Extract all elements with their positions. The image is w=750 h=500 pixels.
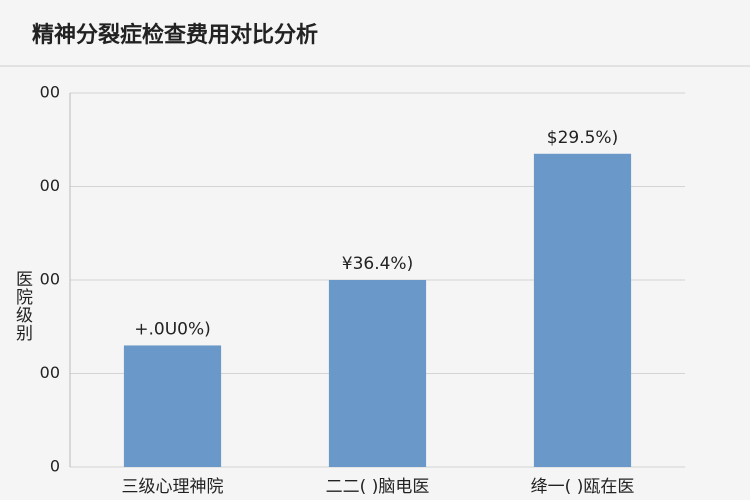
bar: [328, 280, 427, 467]
y-tick-label: 0: [50, 457, 60, 476]
y-tick-label: 00: [40, 270, 60, 289]
bar: [533, 153, 632, 467]
x-tick-label: 二二( )脑电医: [326, 477, 430, 497]
y-tick-label: 00: [40, 83, 60, 102]
chart-title: 精神分裂症检查费用对比分析: [32, 22, 318, 48]
y-axis-label: 医院级别: [12, 270, 33, 342]
y-tick-label: 00: [40, 363, 60, 382]
x-tick-label: 绛一( )瓯在医: [531, 477, 635, 497]
value-label: $29.5%): [547, 128, 618, 148]
value-label: ¥36.4%): [342, 254, 413, 274]
y-tick-label: 00: [40, 176, 60, 195]
x-tick-label: 三级心理神院: [122, 477, 224, 497]
bar: [123, 345, 222, 467]
value-label: +.0U0%): [134, 319, 211, 339]
